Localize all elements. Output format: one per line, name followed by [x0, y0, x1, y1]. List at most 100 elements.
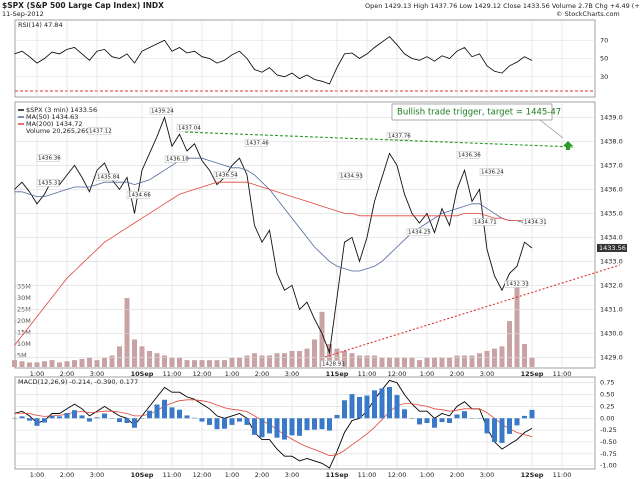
- bar: [372, 355, 377, 367]
- bar: [432, 418, 437, 428]
- bar: [252, 418, 257, 435]
- bar: [184, 360, 190, 367]
- bar: [342, 350, 347, 367]
- x-tick-label: 11:00: [358, 471, 377, 479]
- bar: [147, 350, 152, 367]
- last-value-box: [597, 243, 627, 252]
- bar: [297, 350, 302, 367]
- bar: [207, 418, 212, 425]
- price-label: 1428.93: [322, 362, 345, 368]
- trend-line-resistance: [184, 131, 576, 148]
- callout-line: [539, 119, 564, 139]
- bar: [267, 355, 272, 367]
- y-tick-label: 35M: [17, 283, 31, 291]
- bar: [87, 418, 92, 422]
- bar: [454, 355, 460, 367]
- bar: [492, 348, 497, 367]
- price-label: 1437.76: [388, 134, 411, 140]
- bar: [27, 418, 32, 421]
- y-tick-label: 1431.0: [600, 305, 623, 313]
- bar: [522, 415, 527, 419]
- x-tick-label: 10Sep: [131, 471, 154, 479]
- price-label-box: [479, 168, 503, 176]
- price-label: 1436.36: [458, 153, 481, 159]
- bar: [109, 355, 115, 367]
- legend-label: Volume 20,265,269: [26, 127, 89, 135]
- bar: [57, 416, 62, 419]
- bar: [424, 357, 430, 367]
- bar: [154, 404, 160, 419]
- annotation-box: [391, 103, 553, 121]
- x-tick-label: 1:00: [225, 370, 240, 378]
- x-tick-label: 11:00: [163, 471, 182, 479]
- bar: [312, 339, 317, 367]
- y-tick-label: 1433.0: [600, 257, 623, 265]
- bar: [387, 357, 392, 367]
- price-label-box: [95, 173, 119, 181]
- bar: [19, 416, 25, 419]
- bar: [484, 418, 490, 434]
- x-tick-label: 11Sep: [326, 370, 349, 378]
- bar: [49, 415, 55, 419]
- y-tick-label: 1430.0: [600, 329, 623, 337]
- bar: [372, 390, 377, 419]
- x-tick-label: 12Sep: [521, 471, 544, 479]
- bar: [439, 357, 445, 367]
- y-tick-label: -1.00: [600, 462, 617, 470]
- y-tick-label: 5M: [17, 352, 27, 360]
- bar: [417, 360, 422, 367]
- x-tick-label: 1:00: [420, 471, 435, 479]
- x-tick-label: 3:00: [285, 471, 300, 479]
- bar: [349, 353, 355, 367]
- x-tick-label: 12:00: [193, 471, 212, 479]
- macd-frame: [14, 376, 596, 470]
- bar: [334, 414, 340, 419]
- x-tick-label: 3:00: [90, 370, 105, 378]
- x-tick-label: 11:00: [163, 370, 182, 378]
- price-label: 1434.25: [408, 230, 431, 236]
- bar: [124, 418, 130, 423]
- x-tick-label: 1:00: [420, 370, 435, 378]
- bar: [402, 357, 407, 367]
- bar: [177, 357, 182, 367]
- bar: [297, 418, 302, 436]
- bar: [94, 360, 100, 367]
- bar: [289, 418, 295, 436]
- bar: [282, 353, 287, 367]
- y-tick-label: 10M: [17, 340, 31, 348]
- y-tick-label: 50: [600, 55, 608, 63]
- price-label-box: [338, 172, 362, 180]
- price-label-box: [456, 151, 480, 159]
- bar: [409, 357, 415, 367]
- bar: [334, 348, 340, 367]
- legend-label: $SPX (3 min) 1433.56: [26, 106, 97, 114]
- y-tick-label: 1436.0: [600, 185, 623, 193]
- bar: [237, 357, 242, 367]
- x-tick-label: 10Sep: [131, 370, 154, 378]
- panel-title: MACD(12,26,9) -0.214, -0.390, 0.177: [18, 378, 138, 386]
- bar: [222, 360, 227, 367]
- bar: [64, 361, 70, 367]
- x-tick-label: 2:00: [450, 370, 465, 378]
- x-tick-label: 11:00: [553, 471, 572, 479]
- bar: [207, 360, 212, 367]
- bar: [439, 418, 445, 423]
- x-tick-label: 11Sep: [326, 471, 349, 479]
- bar: [402, 409, 407, 419]
- bar: [252, 353, 257, 367]
- y-tick-label: 20M: [17, 317, 31, 325]
- bar: [79, 415, 85, 419]
- y-tick-label: 1434.0: [600, 233, 623, 241]
- price-label-box: [176, 124, 200, 132]
- y-tick-label: 1429.0: [600, 353, 623, 361]
- bar: [27, 362, 32, 367]
- x-tick-label: 3:00: [480, 370, 495, 378]
- bar: [57, 362, 62, 367]
- bar: [244, 418, 250, 425]
- bar: [192, 360, 197, 367]
- bar: [259, 355, 265, 367]
- bar: [214, 360, 220, 367]
- bar: [162, 355, 167, 367]
- price-label: 1436.36: [38, 156, 61, 162]
